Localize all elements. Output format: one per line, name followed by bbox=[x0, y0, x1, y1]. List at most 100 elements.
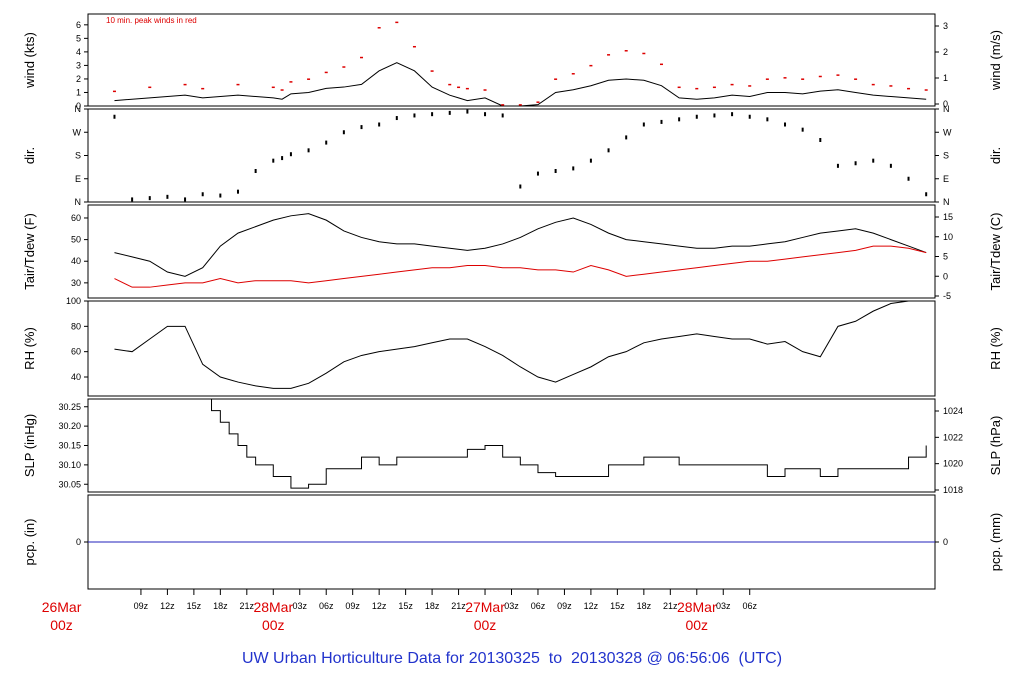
ytick-label: 30.05 bbox=[58, 479, 81, 489]
xtick-label: 21z bbox=[240, 601, 255, 611]
ylabel-right-slp: SLP (hPa) bbox=[988, 416, 1003, 476]
peak-wind-mark bbox=[448, 83, 452, 86]
ytick-label: 1 bbox=[76, 87, 81, 97]
ylabel-slp: SLP (inHg) bbox=[22, 414, 37, 477]
ytick-right-label: 1024 bbox=[943, 406, 963, 416]
xtick-label: 03z bbox=[716, 601, 731, 611]
day-label: 27Mar bbox=[465, 599, 505, 615]
dir-point bbox=[342, 130, 345, 135]
panel-frame bbox=[87, 108, 936, 203]
ytick-label: 40 bbox=[71, 372, 81, 382]
series-RH bbox=[114, 300, 927, 389]
panel-wind: wind (kts) wind (m/s) 0 1 2 3 4 5 6 0 1 2 3 10 min. p… bbox=[22, 13, 1003, 111]
panel-rh: RH (%) RH (%) 40 60 80 100 bbox=[22, 296, 1003, 397]
ytick-right-label: 1 bbox=[943, 73, 948, 83]
ytick-right-label: 10 bbox=[943, 232, 953, 242]
dir-point bbox=[766, 117, 769, 122]
xtick-label: 15z bbox=[610, 601, 625, 611]
ytick-label: 30.20 bbox=[58, 421, 81, 431]
dir-point bbox=[695, 114, 698, 119]
dir-point bbox=[448, 110, 451, 115]
ytick-label: 5 bbox=[76, 33, 81, 43]
xtick-label: 21z bbox=[451, 601, 466, 611]
dir-point bbox=[219, 193, 222, 198]
series-SLP bbox=[114, 398, 927, 489]
chart-title: UW Urban Horticulture Data for 20130325 … bbox=[241, 650, 783, 667]
xtick-label: 15z bbox=[187, 601, 202, 611]
ytick-label: 4 bbox=[76, 47, 81, 57]
peak-wind-mark bbox=[280, 89, 284, 91]
ytick-right-label: 0 bbox=[943, 99, 948, 109]
ylabel-right-dir: dir. bbox=[988, 147, 1003, 164]
ylabel-right-pcp: pcp. (mm) bbox=[988, 513, 1003, 572]
day-hour-label: 00z bbox=[50, 617, 73, 633]
xtick-label: 03z bbox=[504, 601, 519, 611]
dir-point bbox=[466, 109, 469, 114]
peak-wind-mark bbox=[924, 89, 928, 91]
peak-wind-mark bbox=[695, 87, 699, 90]
dir-point bbox=[713, 113, 716, 118]
dir-point bbox=[236, 189, 239, 194]
ytick-right-label: 5 bbox=[943, 252, 948, 262]
xtick-label: 15z bbox=[398, 601, 413, 611]
xtick-label: 06z bbox=[742, 601, 757, 611]
panel-slp: SLP (inHg) SLP (hPa) 30.05 30.10 30.15 30.20 3… bbox=[22, 398, 1003, 495]
xtick-label: 06z bbox=[319, 601, 334, 611]
dir-point bbox=[819, 138, 822, 142]
dir-point bbox=[607, 148, 610, 153]
series-Tair bbox=[114, 213, 927, 277]
dir-point bbox=[431, 112, 434, 117]
dir-point bbox=[166, 194, 169, 199]
dir-point bbox=[554, 169, 557, 173]
dir-point bbox=[484, 112, 487, 117]
peak-wind-mark bbox=[712, 86, 716, 89]
ytick-label: 30 bbox=[71, 278, 81, 288]
peak-wind-mark bbox=[501, 104, 505, 106]
dir-point bbox=[360, 125, 363, 130]
ytick-right-label: 1020 bbox=[943, 459, 963, 469]
ytick-label: 0 bbox=[76, 101, 81, 111]
peak-wind-mark bbox=[907, 87, 911, 90]
ytick-right-label: 0 bbox=[943, 537, 948, 547]
ytick-label: 50 bbox=[71, 235, 81, 245]
dir-point bbox=[872, 158, 875, 163]
dir-point bbox=[660, 119, 663, 124]
peak-wind-mark bbox=[271, 86, 275, 89]
ylabel-right-temp: Tair/Tdew (C) bbox=[988, 212, 1003, 290]
ytick-label: 2 bbox=[76, 74, 81, 84]
peak-wind-mark bbox=[465, 87, 469, 90]
ytick-label: 80 bbox=[71, 321, 81, 331]
dir-point bbox=[678, 117, 681, 122]
peak-wind-mark bbox=[624, 50, 628, 52]
ytick-right-label: 1018 bbox=[943, 485, 963, 495]
xtick-label: 18z bbox=[425, 601, 440, 611]
xtick-label: 09z bbox=[345, 601, 360, 611]
dir-point bbox=[254, 169, 257, 173]
dir-point bbox=[572, 166, 575, 171]
dir-point bbox=[272, 158, 275, 163]
ytick-right-label: 1022 bbox=[943, 432, 963, 442]
peak-wind-mark bbox=[148, 86, 152, 89]
dir-point bbox=[307, 148, 310, 153]
ytick-label: S bbox=[75, 151, 81, 161]
dir-point bbox=[289, 152, 292, 157]
x-axis: 09z 12z 15z 18z 21z 03z 06z 09z 12z 15z 18z 21z 03z 0… bbox=[42, 589, 757, 633]
peak-wind-mark bbox=[748, 85, 752, 87]
dir-point bbox=[201, 192, 204, 197]
ytick-right-label: 15 bbox=[943, 212, 953, 222]
ytick-right-label: N bbox=[943, 104, 950, 114]
peak-wind-mark bbox=[571, 73, 575, 75]
series-wind bbox=[114, 62, 927, 107]
ytick-label: 30.15 bbox=[58, 441, 81, 451]
dir-point bbox=[378, 122, 381, 127]
ytick-label: 6 bbox=[76, 20, 81, 30]
dir-point bbox=[536, 171, 539, 176]
dir-point bbox=[925, 192, 928, 197]
peak-wind-mark bbox=[112, 90, 116, 93]
peak-wind-mark bbox=[289, 81, 293, 83]
dir-point bbox=[836, 163, 839, 168]
day-label: 28Mar bbox=[677, 599, 717, 615]
peak-wind-mark bbox=[395, 21, 399, 24]
ytick-label: 30.25 bbox=[58, 402, 81, 412]
ytick-label: 60 bbox=[71, 213, 81, 223]
